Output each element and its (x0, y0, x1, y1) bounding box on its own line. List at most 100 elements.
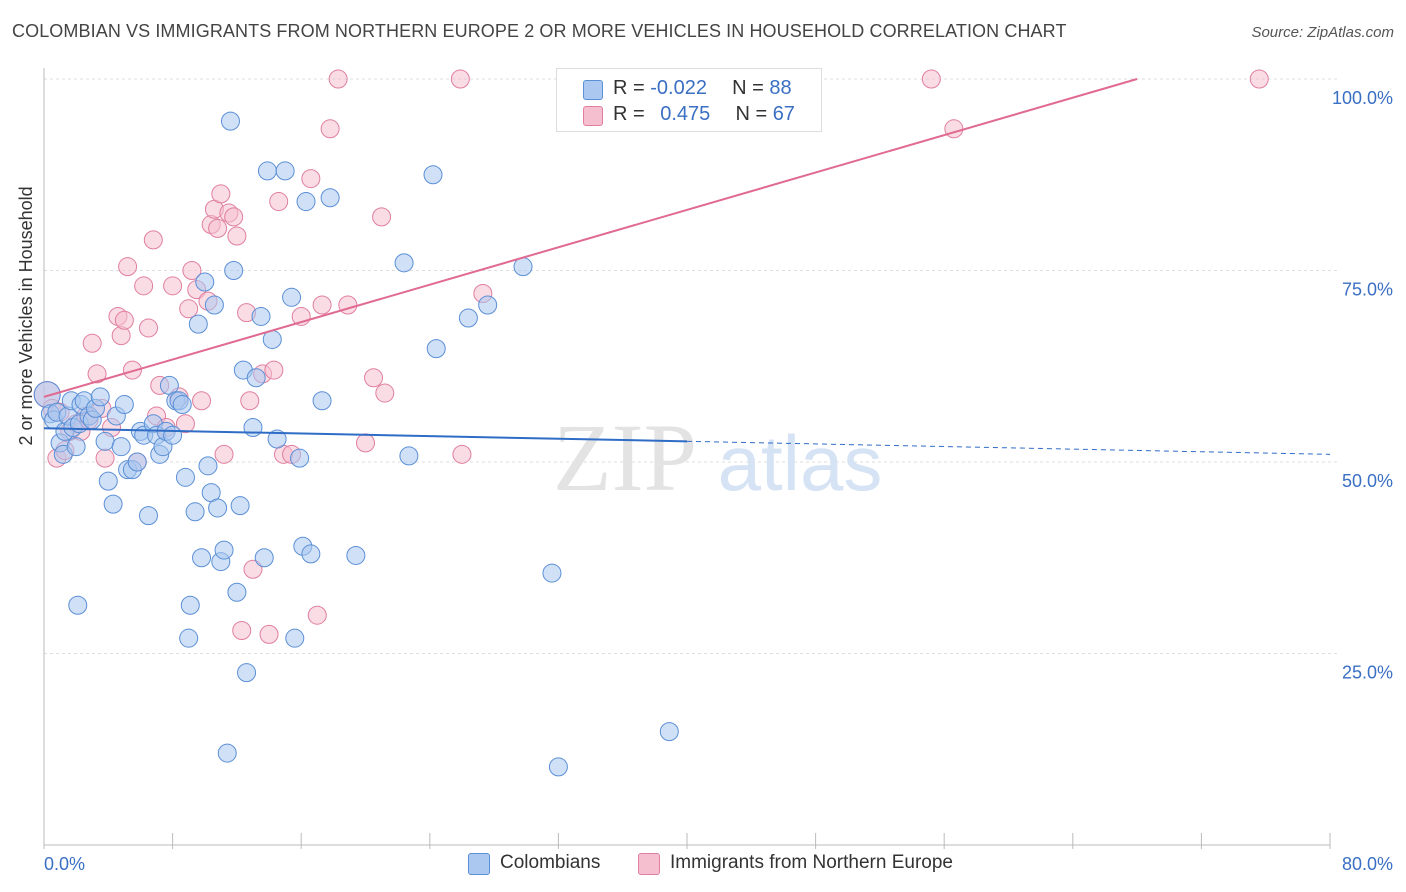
point-northern-europe (143, 230, 163, 250)
point-northern-europe (450, 69, 470, 89)
point-colombians (282, 287, 302, 307)
point-northern-europe (320, 119, 340, 139)
point-colombians (267, 429, 287, 449)
point-colombians (237, 663, 257, 683)
legend-swatch-blue (583, 80, 603, 100)
point-northern-europe (134, 276, 154, 296)
trend-line-northern-europe (43, 78, 1138, 398)
point-northern-europe (192, 391, 212, 411)
point-northern-europe (240, 391, 260, 411)
point-northern-europe (163, 276, 183, 296)
x-tick-label-min: 0.0% (44, 854, 85, 874)
point-colombians (188, 314, 208, 334)
axes (43, 68, 1331, 849)
watermark-zip: ZIP (553, 404, 697, 511)
point-colombians (548, 757, 568, 777)
watermark-atlas: atlas (718, 419, 883, 507)
point-northern-europe (1249, 69, 1269, 89)
trend-line-colombians (43, 427, 688, 443)
point-colombians (542, 563, 562, 583)
point-northern-europe (111, 326, 131, 346)
point-colombians (320, 188, 340, 208)
point-colombians (198, 456, 218, 476)
point-colombians (275, 161, 295, 181)
legend-r-label: R = (613, 77, 651, 99)
point-colombians (127, 452, 147, 472)
point-northern-europe (114, 310, 134, 330)
y-tick-label: 50.0% (1342, 471, 1393, 491)
point-northern-europe (208, 218, 228, 238)
legend-r-value: 0.475 (660, 103, 711, 125)
point-colombians (296, 192, 316, 212)
point-colombians (227, 582, 247, 602)
swatch-northern-europe (638, 853, 660, 875)
point-northern-europe (227, 226, 247, 246)
point-northern-europe (452, 444, 472, 464)
point-colombians (95, 431, 115, 451)
legend-swatch-pink (583, 106, 603, 126)
point-colombians (220, 111, 240, 131)
point-colombians (217, 743, 237, 763)
point-northern-europe (356, 433, 375, 453)
point-colombians (208, 498, 228, 518)
legend-r-value: -0.022 (650, 77, 707, 99)
point-northern-europe (138, 318, 158, 338)
trend-line-colombians-extension (686, 440, 1331, 455)
point-colombians (185, 502, 205, 522)
legend-label-colombians: Colombians (500, 852, 601, 873)
point-northern-europe (211, 184, 231, 204)
point-colombians (254, 548, 274, 568)
y-tick-label: 75.0% (1342, 280, 1393, 300)
point-northern-europe (301, 169, 321, 189)
point-colombians (426, 339, 446, 359)
point-northern-europe (179, 299, 199, 319)
legend-n-value: 88 (769, 77, 792, 99)
series-colombians-points (33, 111, 679, 777)
tick-labels: 100.0% 75.0% 50.0% 25.0% 0.0% 80.0% (44, 88, 1393, 874)
point-colombians (68, 595, 88, 615)
point-colombians (346, 545, 366, 565)
point-northern-europe (224, 207, 244, 227)
point-northern-europe (182, 261, 202, 280)
point-northern-europe (372, 207, 392, 227)
point-colombians (179, 628, 199, 648)
point-colombians (111, 437, 131, 457)
legend-r-label: R = (613, 103, 651, 125)
point-colombians (175, 467, 195, 487)
swatch-colombians (468, 853, 490, 875)
point-northern-europe (264, 360, 284, 380)
point-colombians (423, 165, 443, 185)
point-colombians (114, 395, 134, 415)
point-colombians (290, 448, 310, 468)
point-colombians (246, 368, 266, 388)
point-colombians (103, 494, 123, 514)
point-northern-europe (375, 383, 395, 403)
point-northern-europe (921, 69, 941, 89)
point-northern-europe (364, 368, 384, 388)
point-colombians (285, 628, 305, 648)
point-northern-europe (307, 605, 327, 625)
y-axis-label: 2 or more Vehicles in Household (16, 186, 36, 446)
point-northern-europe (122, 360, 142, 380)
point-colombians (90, 387, 110, 407)
point-colombians (478, 295, 498, 315)
legend-n-label: N = (732, 77, 770, 99)
point-northern-europe (269, 192, 289, 212)
point-colombians (66, 437, 86, 457)
correlation-legend: R = -0.022 N = 88 R = 0.475 N = 67 (556, 68, 822, 132)
y-tick-label: 100.0% (1332, 88, 1393, 108)
point-colombians (224, 261, 244, 280)
point-northern-europe (95, 448, 115, 468)
point-northern-europe (118, 257, 138, 277)
point-colombians (204, 295, 224, 315)
x-tick-label-max: 80.0% (1342, 854, 1393, 874)
point-colombians (180, 595, 200, 615)
point-northern-europe (328, 69, 348, 89)
point-northern-europe (175, 414, 195, 434)
point-northern-europe (82, 333, 102, 353)
point-northern-europe (232, 621, 252, 641)
trend-lines (43, 78, 1331, 455)
point-colombians (399, 446, 419, 466)
point-colombians (257, 161, 277, 181)
